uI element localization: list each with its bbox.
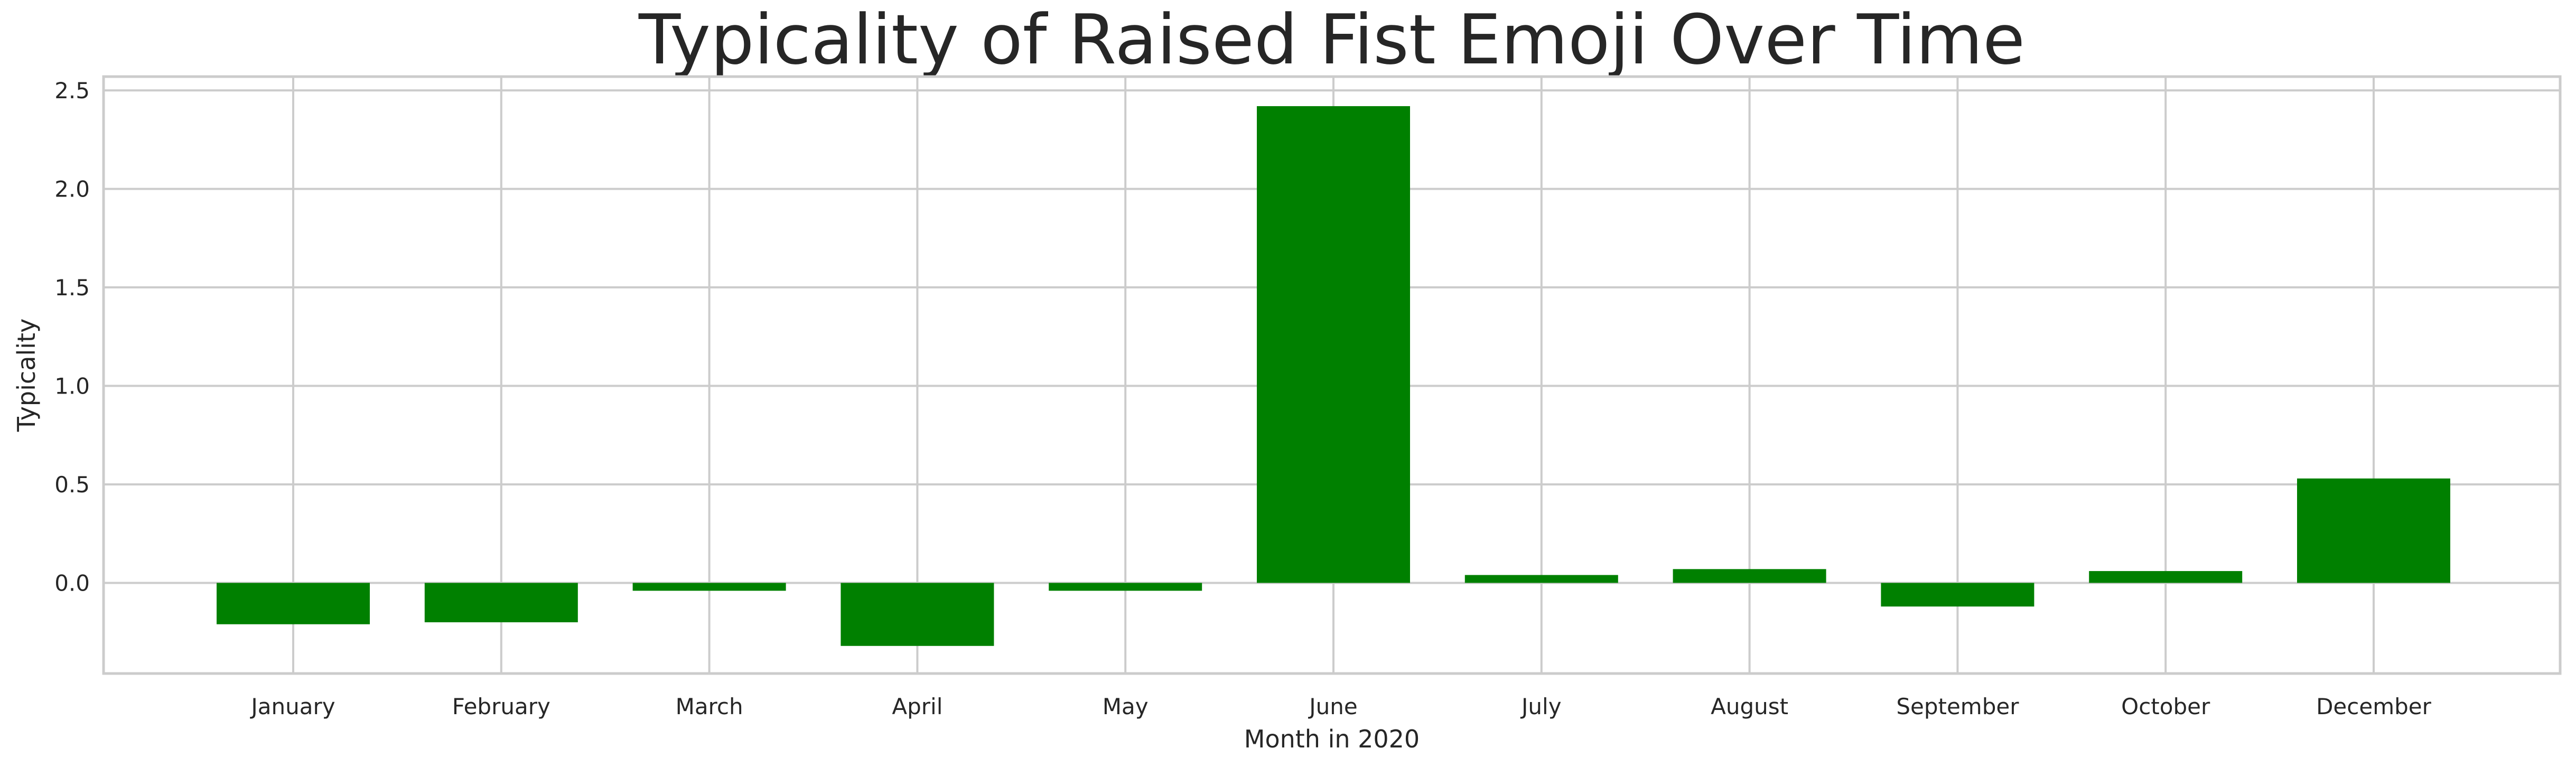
y-tick-label: 1.0	[54, 373, 90, 399]
x-tick-label: June	[1308, 694, 1357, 719]
x-tick-label: July	[1520, 694, 1562, 719]
bar-june	[1257, 106, 1410, 583]
y-tick-label: 0.0	[54, 570, 90, 596]
x-tick-label: August	[1711, 694, 1788, 719]
y-tick-label: 1.5	[54, 275, 90, 301]
bar-december	[2297, 478, 2450, 583]
bar-march	[632, 583, 786, 591]
bar-april	[841, 583, 994, 646]
bar-may	[1049, 583, 1202, 591]
plot-area-border	[102, 75, 2562, 675]
plot-frame	[102, 75, 2562, 675]
x-tick-label: October	[2121, 694, 2210, 719]
x-tick-label: December	[2316, 694, 2432, 719]
x-tick-label: September	[1896, 694, 2019, 719]
y-tick-label: 0.5	[54, 472, 90, 498]
y-tick-label: 2.5	[54, 78, 90, 104]
y-tick-label: 2.0	[54, 176, 90, 202]
bar-september	[1881, 583, 2034, 607]
x-axis-label: Month in 2020	[1244, 725, 1420, 753]
bar-august	[1673, 569, 1826, 583]
bar-february	[424, 583, 578, 623]
bar-january	[217, 583, 370, 624]
x-tick-label: January	[249, 694, 335, 719]
x-tick-labels: January February March April May June July Augu…	[249, 694, 2431, 719]
bar-october	[2089, 571, 2243, 583]
y-axis-label: Typicality	[12, 319, 41, 432]
bars	[217, 106, 2450, 646]
x-tick-label: May	[1103, 694, 1149, 719]
y-tick-labels: 0.0 0.5 1.0 1.5 2.0 2.5	[54, 78, 90, 596]
x-tick-label: March	[676, 694, 743, 719]
x-tick-label: February	[452, 694, 550, 719]
bar-july	[1464, 575, 1618, 583]
x-tick-label: April	[892, 694, 942, 719]
chart-title: Typicality of Raised Fist Emoji Over Tim…	[638, 0, 2025, 80]
